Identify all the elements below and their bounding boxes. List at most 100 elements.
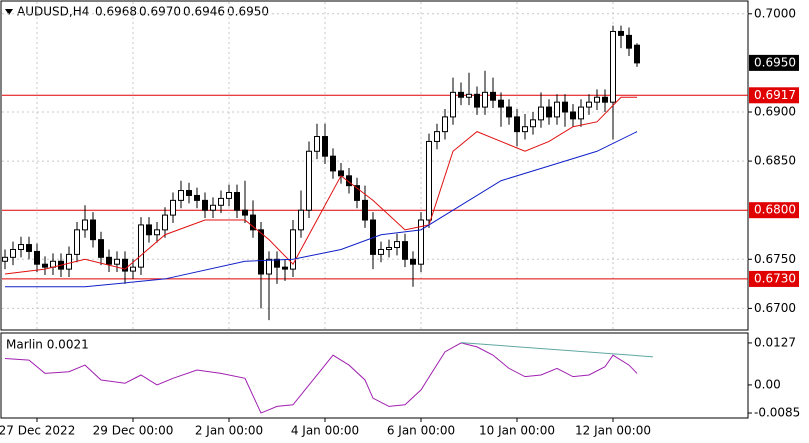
menu-triangle	[5, 9, 13, 15]
candle-body	[90, 219, 96, 241]
candle-body	[394, 241, 400, 249]
candle-body	[530, 119, 536, 128]
x-tick-label: 10 Jan 00:00	[479, 424, 555, 438]
candle-body	[338, 170, 344, 177]
candle-body	[554, 101, 560, 118]
candle-body	[2, 256, 8, 262]
x-tick-label: 4 Jan 00:00	[291, 424, 359, 438]
candle-body	[522, 126, 528, 133]
x-tick-label: 2 Jan 00:00	[195, 424, 263, 438]
candle-body	[578, 106, 584, 120]
candle-body	[386, 247, 392, 250]
candle-body	[498, 99, 504, 108]
candle-body	[250, 214, 256, 231]
y-tick-label: 0.6850	[754, 154, 796, 168]
candle-body	[106, 256, 112, 265]
candle-body	[506, 106, 512, 118]
candle-body	[34, 250, 40, 265]
level-label-box	[749, 202, 799, 219]
candle-body	[410, 258, 416, 265]
candle-body	[194, 194, 200, 201]
candle-body	[618, 30, 624, 36]
candle-body	[306, 150, 312, 211]
candle-body	[330, 155, 336, 172]
indicator-y-tick-label: -0.0085	[754, 406, 800, 420]
candle-body	[82, 219, 88, 231]
price-panel	[0, 0, 749, 331]
candle-body	[258, 229, 264, 275]
candle-body	[610, 30, 616, 103]
indicator-y-tick-label: 0.00	[754, 377, 781, 391]
header-value: 0.6968	[95, 5, 137, 19]
candle-body	[354, 185, 360, 201]
candle-body	[274, 258, 280, 268]
candle-body	[426, 140, 432, 221]
candle-body	[154, 229, 160, 236]
x-tick-label: 29 Dec 00:00	[93, 424, 174, 438]
candle-body	[594, 96, 600, 103]
candle-body	[402, 241, 408, 260]
candle-body	[178, 190, 184, 201]
candle-body	[514, 116, 520, 133]
candle-body	[162, 214, 168, 231]
moving-average	[5, 131, 638, 288]
level-label: 0.6800	[754, 203, 796, 217]
candle-body	[626, 34, 632, 49]
candle-body	[586, 101, 592, 108]
candle-body	[98, 239, 104, 258]
candle-body	[202, 199, 208, 211]
candle-body	[138, 224, 144, 268]
moving-average	[4, 96, 637, 275]
candle-body	[570, 111, 576, 120]
candle-body	[282, 266, 288, 270]
candle-body	[226, 192, 232, 199]
candle-body	[122, 258, 128, 272]
x-tick-label: 6 Jan 00:00	[387, 424, 455, 438]
level-label: 0.6917	[754, 88, 796, 102]
candle-body	[434, 131, 440, 142]
candle-body	[42, 263, 48, 268]
candle-body	[146, 224, 152, 236]
candle-body	[450, 91, 456, 118]
candle-body	[362, 199, 368, 221]
indicator-label: Marlin 0.0021	[6, 338, 89, 352]
level-label: 0.6730	[754, 271, 796, 285]
candle-body	[634, 44, 640, 64]
candle-body	[314, 136, 320, 152]
candle-body	[418, 219, 424, 265]
indicator-line	[4, 342, 638, 414]
divergence-line	[460, 342, 654, 358]
candle-body	[186, 190, 192, 196]
candle-body	[26, 244, 32, 252]
candle-body	[378, 248, 384, 255]
header-value: 0.6950	[227, 5, 269, 19]
candle-body	[602, 96, 608, 103]
indicator-y-tick-label: 0.0127	[754, 335, 796, 349]
candle-body	[234, 192, 240, 211]
candle-body	[18, 244, 24, 250]
candle-body	[298, 209, 304, 231]
candle-body	[66, 253, 72, 270]
candle-body	[170, 199, 176, 216]
candle-body	[242, 209, 248, 216]
candle-body	[218, 197, 224, 206]
candle-body	[562, 101, 568, 113]
header-value: 0.6970	[139, 5, 181, 19]
candle-body	[466, 93, 472, 98]
candle-body	[10, 248, 16, 258]
candle-body	[130, 266, 136, 272]
x-tick-label: 12 Jan 00:00	[575, 424, 651, 438]
y-tick-label: 0.7000	[754, 6, 796, 20]
candle-body	[458, 91, 464, 98]
candle-body	[322, 136, 328, 157]
indicator-panel	[0, 332, 749, 419]
y-tick-label: 0.6750	[754, 252, 796, 266]
candle-body	[538, 106, 544, 121]
candle-body	[442, 116, 448, 133]
candle-body	[114, 258, 120, 265]
price-label-box	[749, 54, 799, 71]
candle-body	[346, 175, 352, 187]
candle-body	[210, 204, 216, 211]
level-label-box	[749, 270, 799, 287]
